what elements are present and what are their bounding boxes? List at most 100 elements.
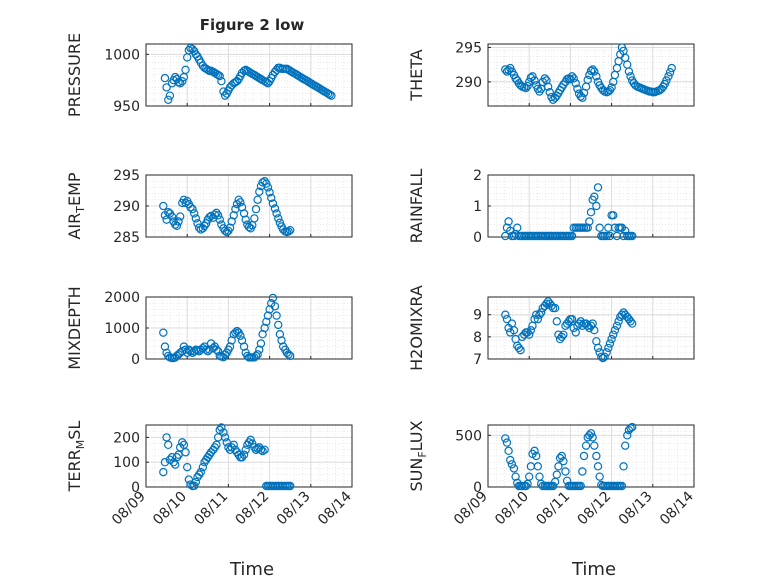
data-point	[559, 330, 568, 339]
data-point	[509, 326, 519, 335]
data-point	[246, 435, 255, 445]
data-point	[535, 310, 544, 319]
data-point	[234, 195, 243, 204]
data-point	[614, 317, 623, 326]
data-point	[267, 193, 276, 203]
data-point	[592, 72, 601, 81]
y-tick-label: 500	[455, 428, 482, 444]
data-point	[258, 446, 267, 456]
data-point	[528, 72, 537, 81]
y-tick-label: 295	[113, 168, 140, 184]
data-point	[569, 74, 578, 83]
subplot-1: 950 1000 PRESSURE	[65, 33, 353, 117]
data-point	[236, 331, 245, 340]
data-point	[507, 460, 517, 469]
data-point	[224, 443, 233, 452]
y-axis-label: MIXDEPTH	[65, 286, 84, 369]
data-point	[593, 343, 603, 353]
data-point	[513, 223, 522, 232]
x-tick-label: 08/13	[274, 489, 314, 529]
data-point	[628, 231, 637, 241]
data-point	[664, 72, 673, 81]
data-point	[277, 336, 286, 345]
data-point	[597, 352, 606, 361]
x-tick-label: 08/09	[451, 489, 491, 529]
data-point	[607, 83, 616, 92]
data-point	[172, 453, 182, 462]
data-point	[602, 348, 611, 357]
data-point	[593, 462, 603, 471]
data-point	[525, 330, 534, 339]
subplot-3: 285 290 295 AIRTEMP	[65, 168, 353, 246]
data-point	[239, 209, 249, 218]
subplot-5: 0 1000 2000 MIXDEPTH	[65, 286, 353, 370]
data-point	[210, 443, 220, 452]
y-tick-label: 2000	[104, 290, 140, 306]
data-point	[225, 223, 235, 232]
data-point	[590, 67, 599, 76]
data-point	[268, 293, 278, 303]
data-point	[567, 314, 577, 324]
data-point	[250, 214, 259, 223]
data-point	[545, 88, 555, 97]
x-axis-label-left: Time	[229, 559, 274, 580]
data-point	[262, 317, 271, 326]
data-point	[263, 183, 273, 192]
data-point	[588, 433, 597, 442]
data-point	[253, 350, 262, 359]
y-axis-label: RAINFALL	[407, 169, 426, 244]
data-point	[225, 342, 235, 351]
data-point	[626, 317, 635, 326]
data-point	[583, 75, 592, 85]
data-point	[215, 71, 224, 81]
y-tick-label: 1000	[104, 47, 140, 63]
data-point	[624, 67, 634, 76]
data-point	[530, 446, 539, 456]
y-tick-label: 0	[473, 230, 482, 246]
y-tick-label: 295	[455, 40, 482, 56]
y-axis-label: H2OMIXRA	[407, 285, 426, 371]
data-point	[583, 223, 592, 232]
data-point	[190, 209, 199, 218]
data-point	[583, 321, 592, 330]
x-tick-label: 08/10	[492, 489, 532, 529]
data-point	[523, 81, 532, 91]
subplot-7: 0 100 200 TERRMSL 08/09 08/10 08/11 08/12 08/13 0…	[65, 421, 355, 529]
data-point	[504, 446, 513, 456]
data-point	[286, 351, 295, 361]
data-point	[542, 299, 551, 308]
data-point	[172, 221, 182, 231]
data-point	[609, 330, 618, 339]
data-point	[588, 65, 597, 74]
axes-box	[487, 424, 695, 488]
data-point	[533, 314, 543, 324]
data-point	[236, 198, 245, 207]
data-point	[579, 451, 589, 461]
data-point	[595, 472, 604, 481]
data-point	[665, 68, 675, 77]
data-point	[602, 231, 611, 241]
data-point	[502, 438, 512, 447]
y-tick-label: 0	[131, 352, 140, 368]
y-tick-label: 950	[113, 99, 140, 115]
data-point	[260, 323, 269, 333]
data-point	[191, 477, 201, 487]
data-point	[251, 204, 261, 214]
data-point	[191, 214, 201, 223]
data-point	[576, 481, 585, 491]
data-point	[258, 178, 267, 187]
y-tick-label: 290	[455, 75, 482, 91]
data-point	[501, 231, 510, 241]
data-point	[268, 199, 278, 208]
data-point	[284, 350, 293, 359]
x-tick-label: 08/14	[657, 488, 697, 528]
data-point	[175, 212, 185, 221]
data-point	[567, 231, 577, 241]
data-point	[626, 423, 635, 433]
figure-title: Figure 2 low	[200, 16, 305, 34]
data-point	[557, 451, 566, 461]
subplot-6: 7 8 9 H2OMIXRA	[407, 285, 695, 371]
data-point	[552, 470, 562, 479]
data-point	[239, 450, 249, 459]
